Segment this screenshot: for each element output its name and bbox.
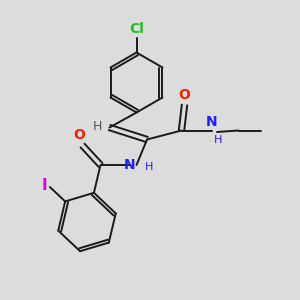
Text: N: N: [206, 115, 217, 129]
Text: H: H: [93, 119, 102, 133]
Text: O: O: [178, 88, 190, 102]
Text: Cl: Cl: [129, 22, 144, 36]
Text: N: N: [123, 158, 135, 172]
Text: H: H: [145, 162, 153, 172]
Text: I: I: [41, 178, 47, 193]
Text: O: O: [73, 128, 85, 142]
Text: H: H: [214, 135, 222, 145]
